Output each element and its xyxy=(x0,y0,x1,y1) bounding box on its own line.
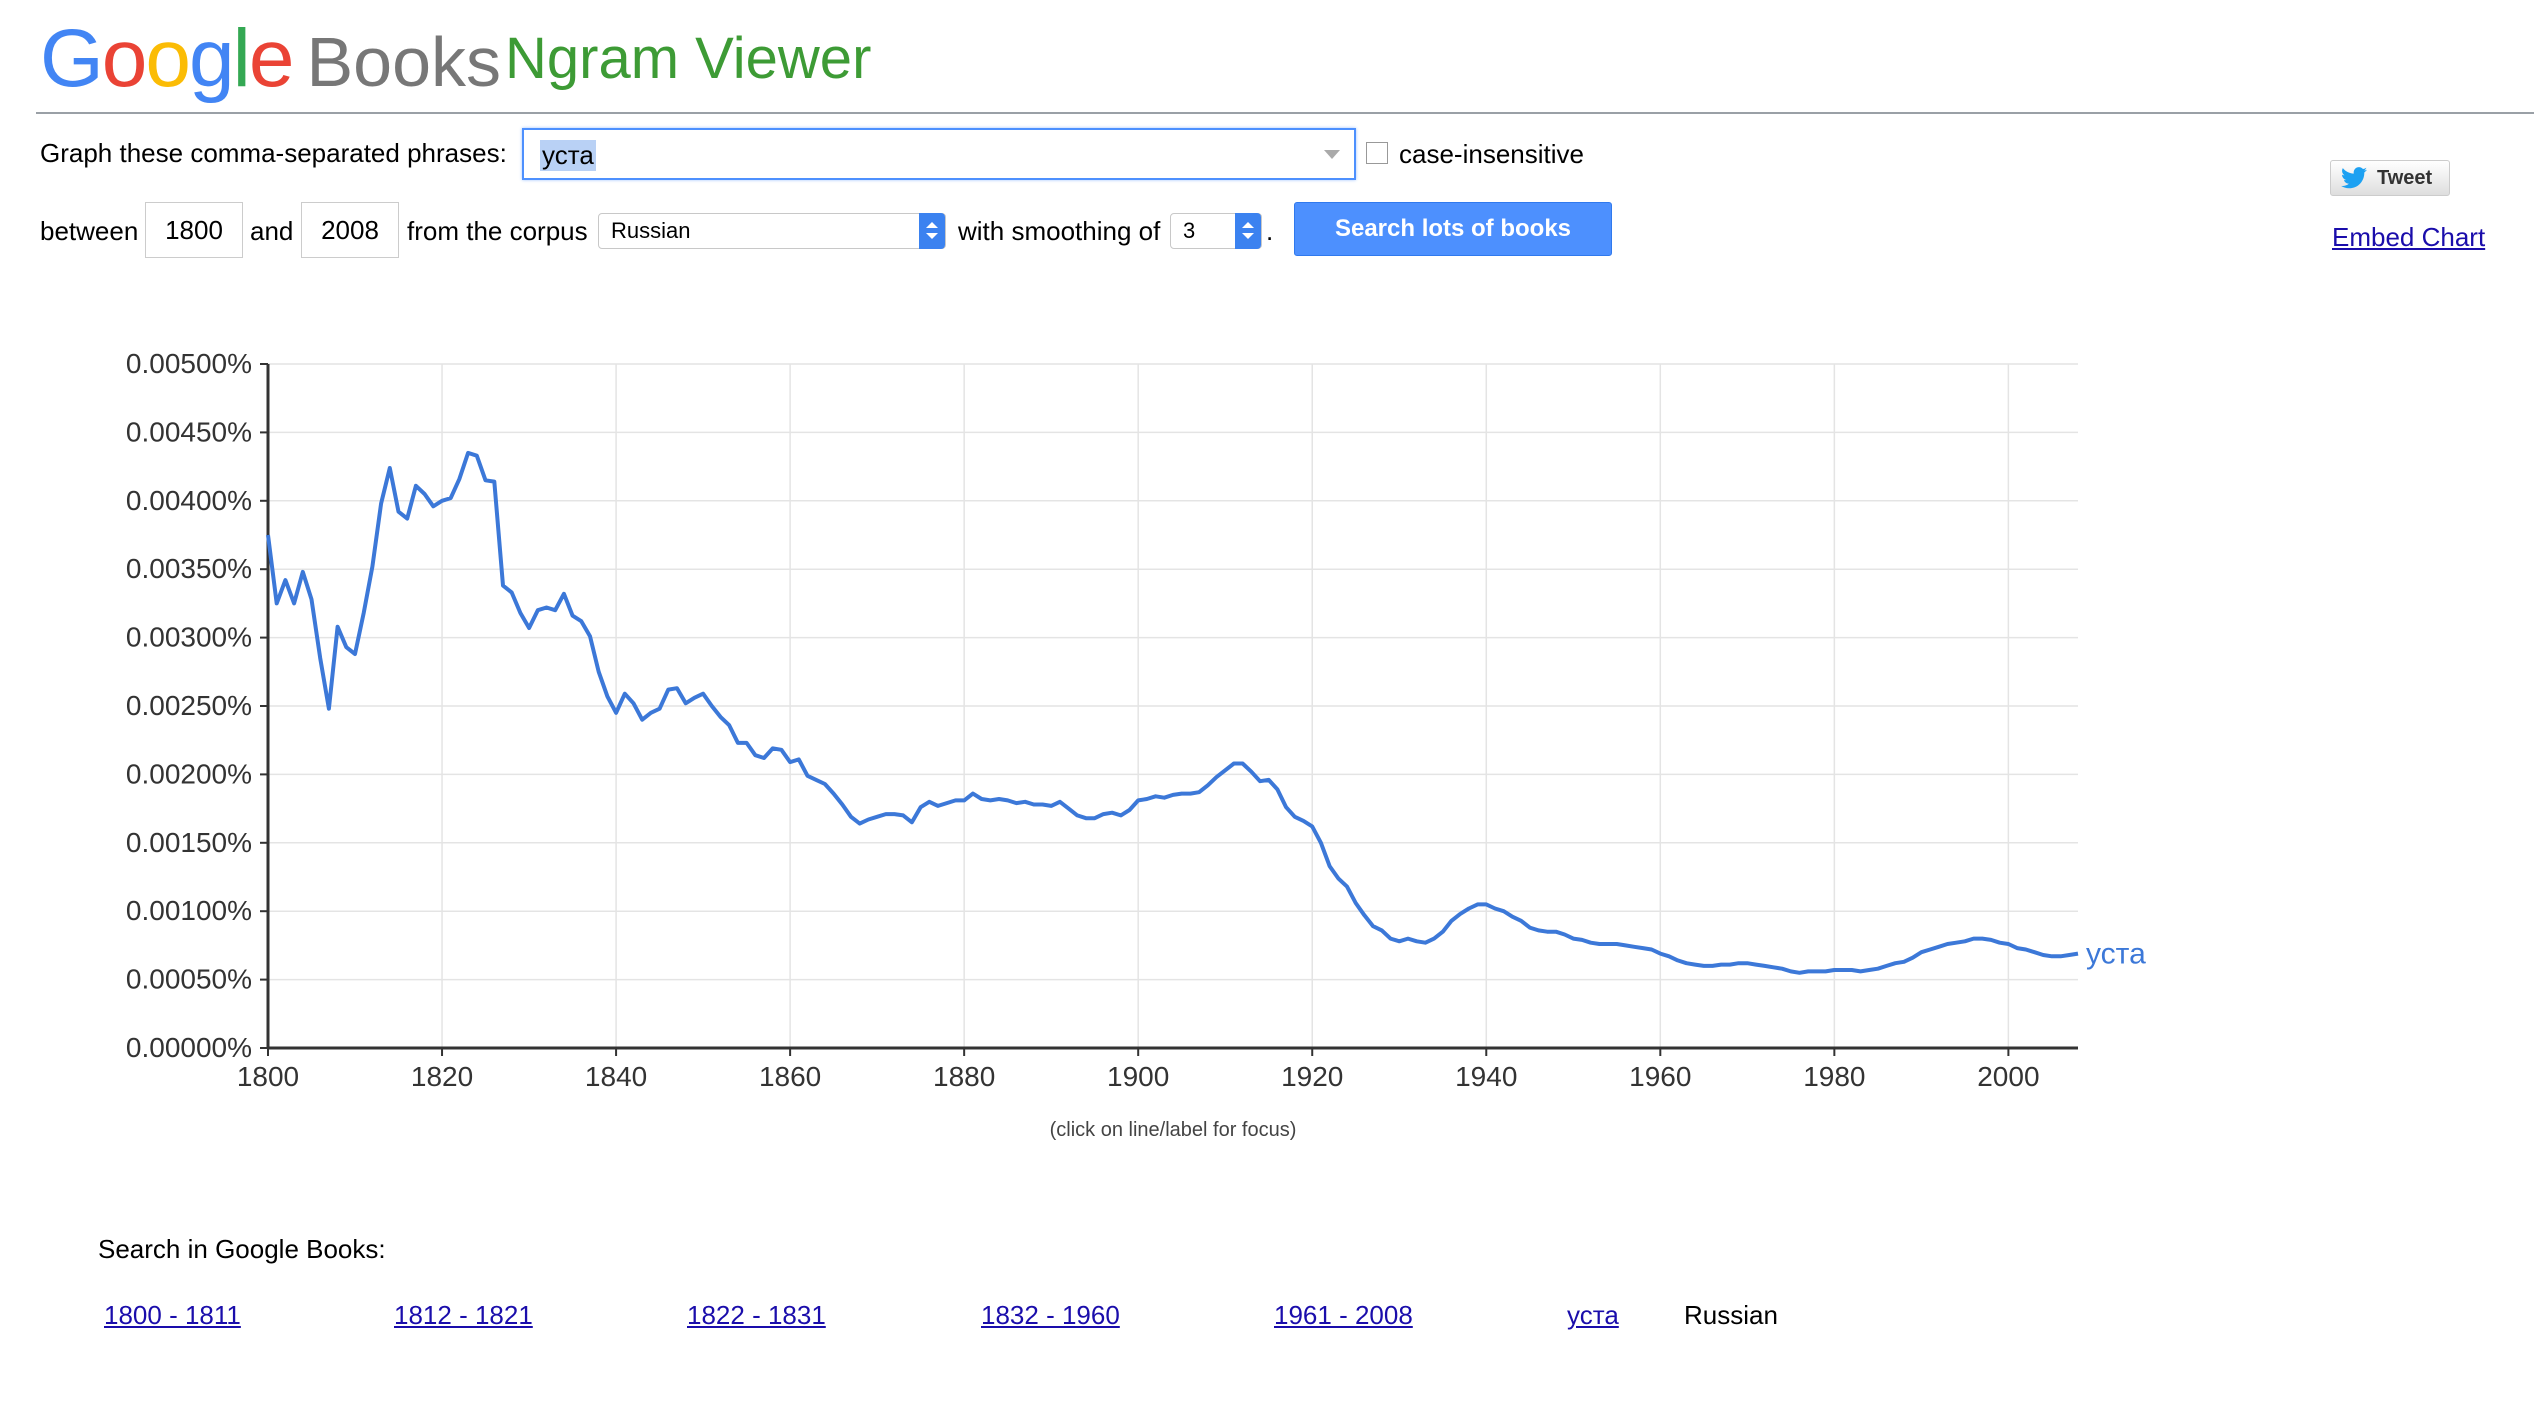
corpus-label: from the corpus xyxy=(407,216,588,246)
smoothing-select[interactable]: 3 xyxy=(1170,213,1262,249)
start-year-input[interactable]: 1800 xyxy=(145,202,243,258)
x-axis-ticks: 1800 1820 1840 1860 1880 1900 1920 1940 1960 1980… xyxy=(237,1048,2040,1092)
range-link-1822-1831[interactable]: 1822 - 1831 xyxy=(687,1300,826,1330)
x-tick-label: 1940 xyxy=(1455,1061,1517,1092)
ngram-chart[interactable]: 0.00000% 0.00050% 0.00100% 0.00150% 0.00200%… xyxy=(0,340,2200,1160)
chart-focus-note: (click on line/label for focus) xyxy=(1050,1119,1297,1141)
phrases-label: Graph these comma-separated phrases: xyxy=(40,138,507,168)
and-label: and xyxy=(250,216,294,246)
x-tick-label: 1960 xyxy=(1629,1061,1691,1092)
phrases-input-value: уста xyxy=(540,140,596,171)
case-insensitive-label: case-insensitive xyxy=(1399,139,1584,169)
x-tick-label: 1880 xyxy=(933,1061,995,1092)
range-link-1800-1811[interactable]: 1800 - 1811 xyxy=(104,1300,241,1330)
y-tick-label: 0.00100% xyxy=(126,895,252,926)
dropdown-arrow-icon[interactable] xyxy=(1324,150,1340,159)
y-tick-label: 0.00500% xyxy=(126,348,252,379)
x-tick-label: 1860 xyxy=(759,1061,821,1092)
books-logo-text: Books xyxy=(306,23,502,101)
case-insensitive-checkbox[interactable] xyxy=(1366,142,1388,164)
google-logo: Google xyxy=(40,13,294,104)
series-label[interactable]: уста xyxy=(2086,938,2146,971)
app-title: Ngram Viewer xyxy=(505,26,872,91)
embed-chart-link[interactable]: Embed Chart xyxy=(2332,222,2486,252)
range-link-1961-2008[interactable]: 1961 - 2008 xyxy=(1274,1300,1413,1330)
chart-series[interactable]: уста xyxy=(266,450,2146,975)
between-label: between xyxy=(40,216,139,246)
tweet-button[interactable]: Tweet xyxy=(2330,160,2450,196)
twitter-bird-icon xyxy=(2341,167,2367,189)
search-in-books-label: Search in Google Books: xyxy=(98,1234,386,1264)
google-books-logo[interactable]: Google Books xyxy=(40,14,501,104)
x-tick-label: 2000 xyxy=(1977,1061,2039,1092)
y-tick-label: 0.00450% xyxy=(126,416,252,447)
corpus-select-value: Russian xyxy=(611,218,691,243)
y-tick-label: 0.00350% xyxy=(126,553,252,584)
phrases-input[interactable]: уста xyxy=(522,128,1356,180)
y-tick-label: 0.00250% xyxy=(126,690,252,721)
corpus-text: Russian xyxy=(1684,1300,1778,1330)
y-tick-label: 0.00150% xyxy=(126,827,252,858)
y-tick-label: 0.00050% xyxy=(126,964,252,995)
y-axis-ticks: 0.00000% 0.00050% 0.00100% 0.00150% 0.00200%… xyxy=(126,348,268,1063)
x-tick-label: 1980 xyxy=(1803,1061,1865,1092)
series-line[interactable] xyxy=(266,450,2079,975)
chart-grid xyxy=(267,363,2078,1049)
range-link-1812-1821[interactable]: 1812 - 1821 xyxy=(394,1300,533,1330)
smoothing-label: with smoothing of xyxy=(958,216,1161,246)
y-tick-label: 0.00300% xyxy=(126,622,252,653)
x-tick-label: 1840 xyxy=(585,1061,647,1092)
x-tick-label: 1800 xyxy=(237,1061,299,1092)
search-button[interactable]: Search lots of books xyxy=(1294,202,1612,256)
smoothing-select-value: 3 xyxy=(1183,218,1196,243)
tweet-label: Tweet xyxy=(2377,167,2433,189)
select-arrows-icon xyxy=(919,213,945,249)
x-tick-label: 1820 xyxy=(411,1061,473,1092)
x-tick-label: 1900 xyxy=(1107,1061,1169,1092)
range-link-1832-1960[interactable]: 1832 - 1960 xyxy=(981,1300,1120,1330)
corpus-select[interactable]: Russian xyxy=(598,213,946,249)
end-year-input[interactable]: 2008 xyxy=(301,202,399,258)
select-arrows-icon xyxy=(1235,213,1261,249)
y-tick-label: 0.00200% xyxy=(126,758,252,789)
phrase-link[interactable]: уста xyxy=(1567,1300,1619,1330)
y-tick-label: 0.00000% xyxy=(126,1032,252,1063)
x-tick-label: 1920 xyxy=(1281,1061,1343,1092)
header-divider xyxy=(36,112,2534,114)
period-text: . xyxy=(1266,216,1274,246)
y-tick-label: 0.00400% xyxy=(126,485,252,516)
